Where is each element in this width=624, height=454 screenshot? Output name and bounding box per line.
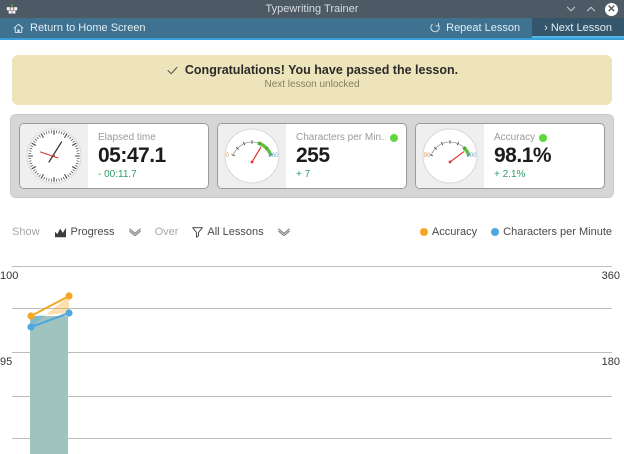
svg-text:90: 90 — [424, 153, 431, 159]
svg-text:360: 360 — [268, 153, 279, 159]
svg-text:100: 100 — [466, 153, 477, 159]
